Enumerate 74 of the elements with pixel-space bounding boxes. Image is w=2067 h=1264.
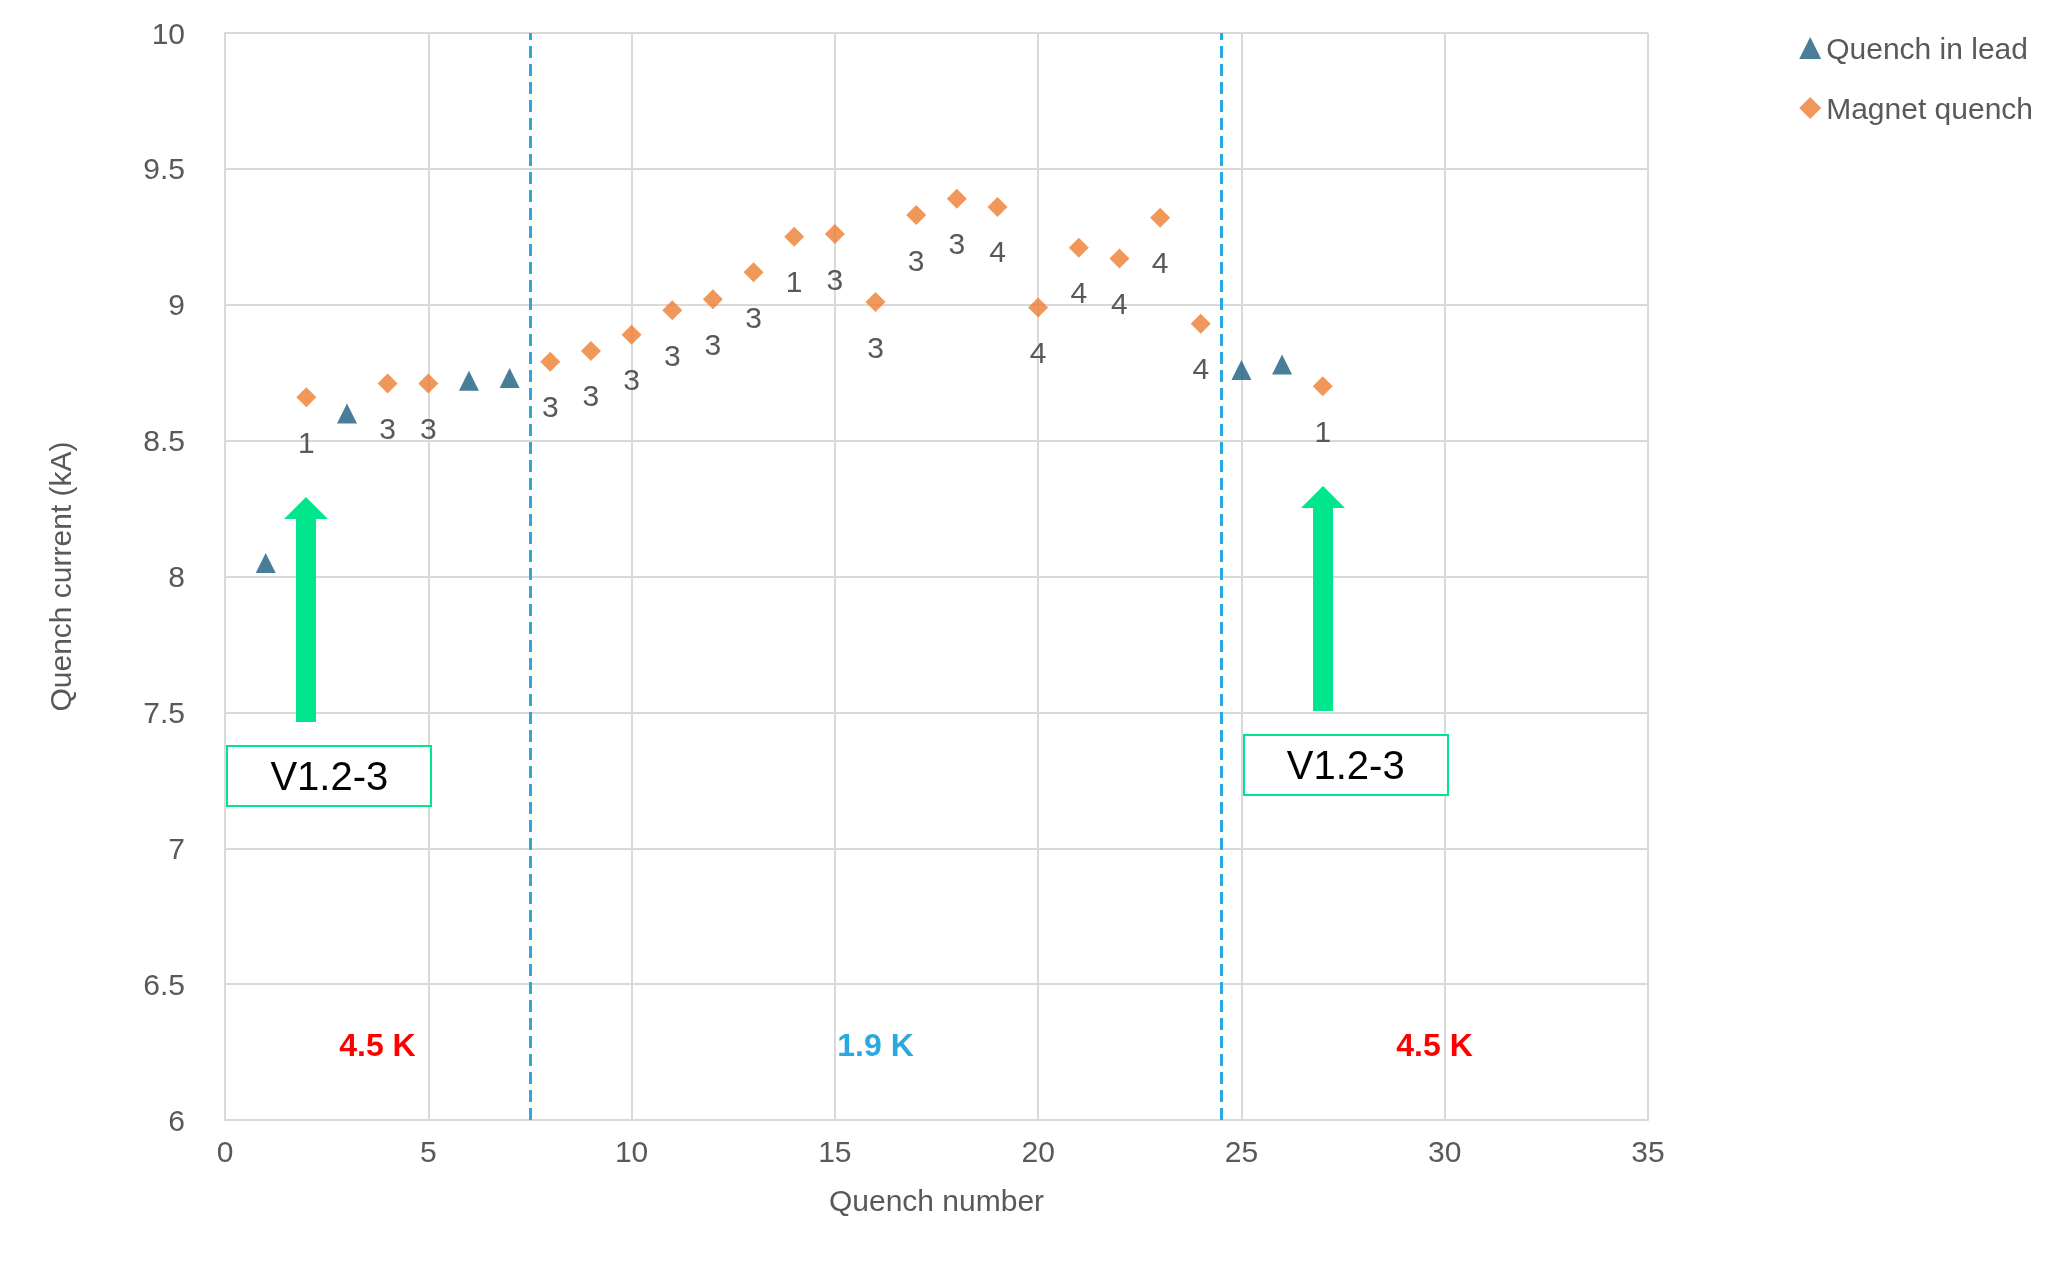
legend-label: Magnet quench (1826, 91, 2034, 125)
x-axis-title: Quench number (828, 1183, 1045, 1217)
annotation: 4.5 K (1396, 1027, 1473, 1063)
legend-label: Quench in lead (1826, 31, 2028, 65)
x-tick-label: 15 (818, 1134, 852, 1168)
annotation: 3 (623, 363, 640, 397)
annotation: 3 (704, 327, 722, 361)
annotation: 4 (1151, 246, 1169, 280)
annotation: 4 (989, 235, 1006, 269)
annotation: 1 (785, 265, 803, 299)
annotation: 3 (379, 412, 396, 446)
x-tick-label: 20 (1021, 1134, 1055, 1168)
point (1028, 297, 1049, 318)
point (458, 370, 479, 391)
x-tick-label: 25 (1224, 1134, 1259, 1168)
annotation: 3 (582, 379, 600, 413)
point (580, 340, 601, 361)
annotation: 3 (826, 262, 844, 296)
y-tick-label: 6.5 (143, 967, 185, 1001)
point (296, 387, 317, 408)
x-tick-label: 35 (1631, 1134, 1665, 1168)
annotation: V1.2-3 (1242, 734, 1449, 797)
point (1150, 207, 1171, 228)
point (377, 373, 398, 394)
x-tick-label: 10 (614, 1134, 649, 1168)
x-tick-label: 5 (419, 1134, 437, 1168)
y-tick-label: 8 (168, 560, 185, 593)
annotation: 4.5 K (339, 1027, 416, 1063)
point (865, 292, 886, 313)
annotation: 4 (1192, 352, 1210, 386)
annotation: 3 (907, 243, 925, 277)
annotation: 1 (297, 425, 315, 459)
x-tick-label: 30 (1428, 1134, 1462, 1168)
y-tick-label: 6 (168, 1103, 185, 1137)
annotation: 3 (663, 338, 681, 372)
point (336, 403, 357, 424)
point (499, 368, 520, 389)
y-tick-label: 7.5 (143, 695, 185, 729)
point (702, 289, 723, 310)
point (946, 188, 967, 209)
annotation: 4 (1029, 335, 1047, 369)
y-tick-label: 9.5 (143, 152, 185, 186)
point (784, 226, 805, 247)
annotation: 3 (745, 300, 762, 334)
point (1231, 359, 1252, 380)
x-tick-label: 0 (216, 1134, 234, 1168)
annotation: 3 (541, 390, 559, 424)
point (906, 205, 927, 226)
point (1190, 313, 1211, 334)
y-tick-label: 8.5 (143, 424, 185, 458)
point (255, 552, 276, 573)
annotation: V1.2-3 (226, 745, 433, 808)
point (1272, 354, 1293, 375)
point (824, 224, 845, 245)
y-tick-label: 7 (168, 831, 185, 865)
annotation: 1 (1314, 414, 1332, 448)
annotation: 3 (419, 412, 437, 446)
point (1312, 376, 1333, 397)
point (1068, 237, 1089, 258)
point (987, 196, 1008, 217)
annotation: 3 (948, 227, 966, 261)
annotation: 4 (1070, 276, 1088, 310)
point (418, 373, 439, 394)
annotation: 4 (1111, 287, 1128, 321)
annotation: 3 (867, 330, 884, 364)
y-tick-label: 9 (168, 288, 185, 322)
point (540, 351, 561, 372)
point (662, 300, 683, 321)
annotation: 1.9 K (837, 1027, 914, 1063)
point (743, 262, 764, 283)
point (621, 324, 642, 345)
y-axis-title: Quench current (kA) (43, 441, 77, 712)
y-tick-label: 10 (151, 16, 185, 50)
point (1109, 248, 1130, 269)
